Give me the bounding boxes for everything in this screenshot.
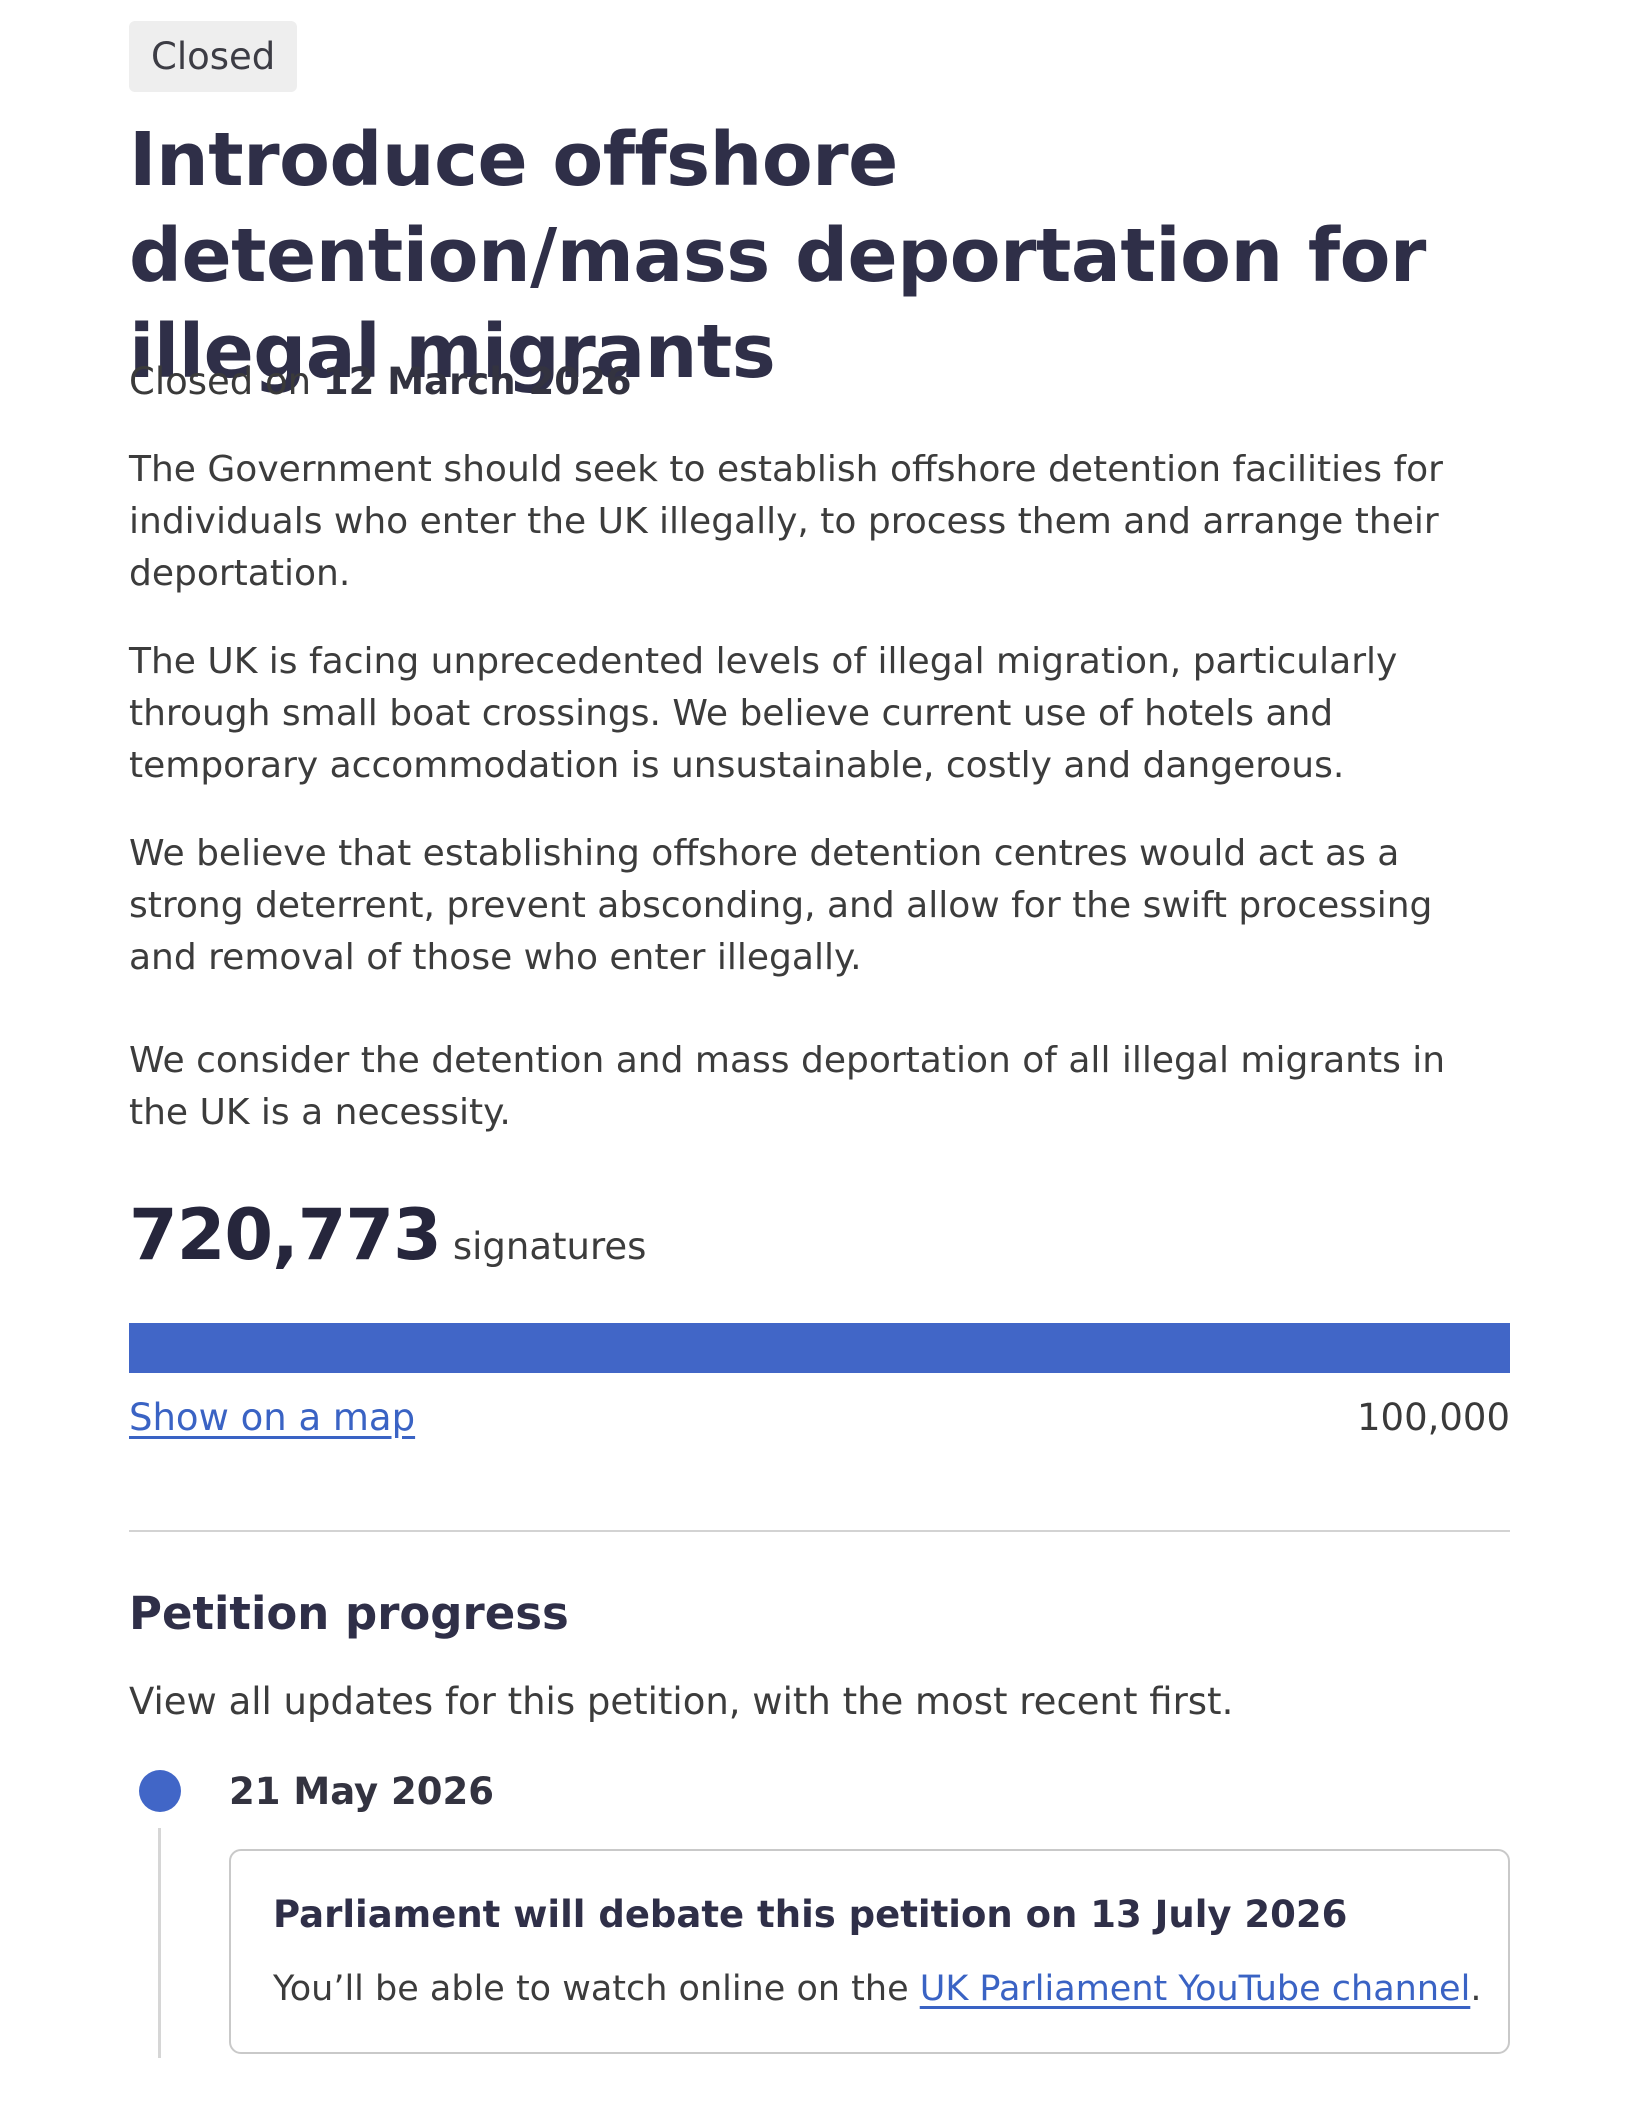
timeline-dot — [139, 1770, 181, 1812]
petition-details-paragraph: We believe that establishing offshore de… — [129, 833, 1433, 978]
update-text-before: You’ll be able to watch online on the — [273, 1969, 920, 2009]
petition-progress-heading: Petition progress — [129, 1587, 569, 1640]
petition-summary: The Government should seek to establish … — [129, 449, 1443, 594]
youtube-channel-link[interactable]: UK Parliament YouTube channel — [919, 1969, 1471, 2009]
update-title: Parliament will debate this petition on … — [273, 1893, 1348, 1936]
signature-count: 720,773 — [129, 1194, 442, 1276]
timeline-date: 21 May 2026 — [229, 1770, 494, 1813]
petition-progress-intro: View all updates for this petition, with… — [129, 1680, 1234, 1723]
petition-details-paragraph: The UK is facing unprecedented levels of… — [129, 641, 1398, 786]
closed-prefix: Closed on — [129, 360, 312, 403]
signature-target: 100,000 — [1356, 1396, 1510, 1439]
timeline-line — [158, 1828, 161, 2058]
signature-progress-bar — [129, 1323, 1510, 1373]
section-divider — [129, 1530, 1510, 1532]
update-card: Parliament will debate this petition on … — [229, 1849, 1510, 2054]
show-on-map-link[interactable]: Show on a map — [129, 1396, 416, 1439]
closed-date-line: Closed on 12 March 2026 — [129, 356, 631, 408]
signature-progress-fill — [129, 1323, 1510, 1373]
status-tag: Closed — [129, 21, 298, 92]
update-text: You’ll be able to watch online on the UK… — [273, 1963, 1481, 2015]
signature-count-row: 720,773 signatures — [129, 1190, 646, 1280]
update-text-after: . — [1470, 1969, 1482, 2009]
petition-details-paragraph: We consider the detention and mass depor… — [129, 1040, 1446, 1133]
closed-date: 12 March 2026 — [322, 360, 632, 403]
petition-title: Introduce offshore detention/mass deport… — [129, 117, 1426, 395]
signature-label: signatures — [452, 1225, 647, 1268]
